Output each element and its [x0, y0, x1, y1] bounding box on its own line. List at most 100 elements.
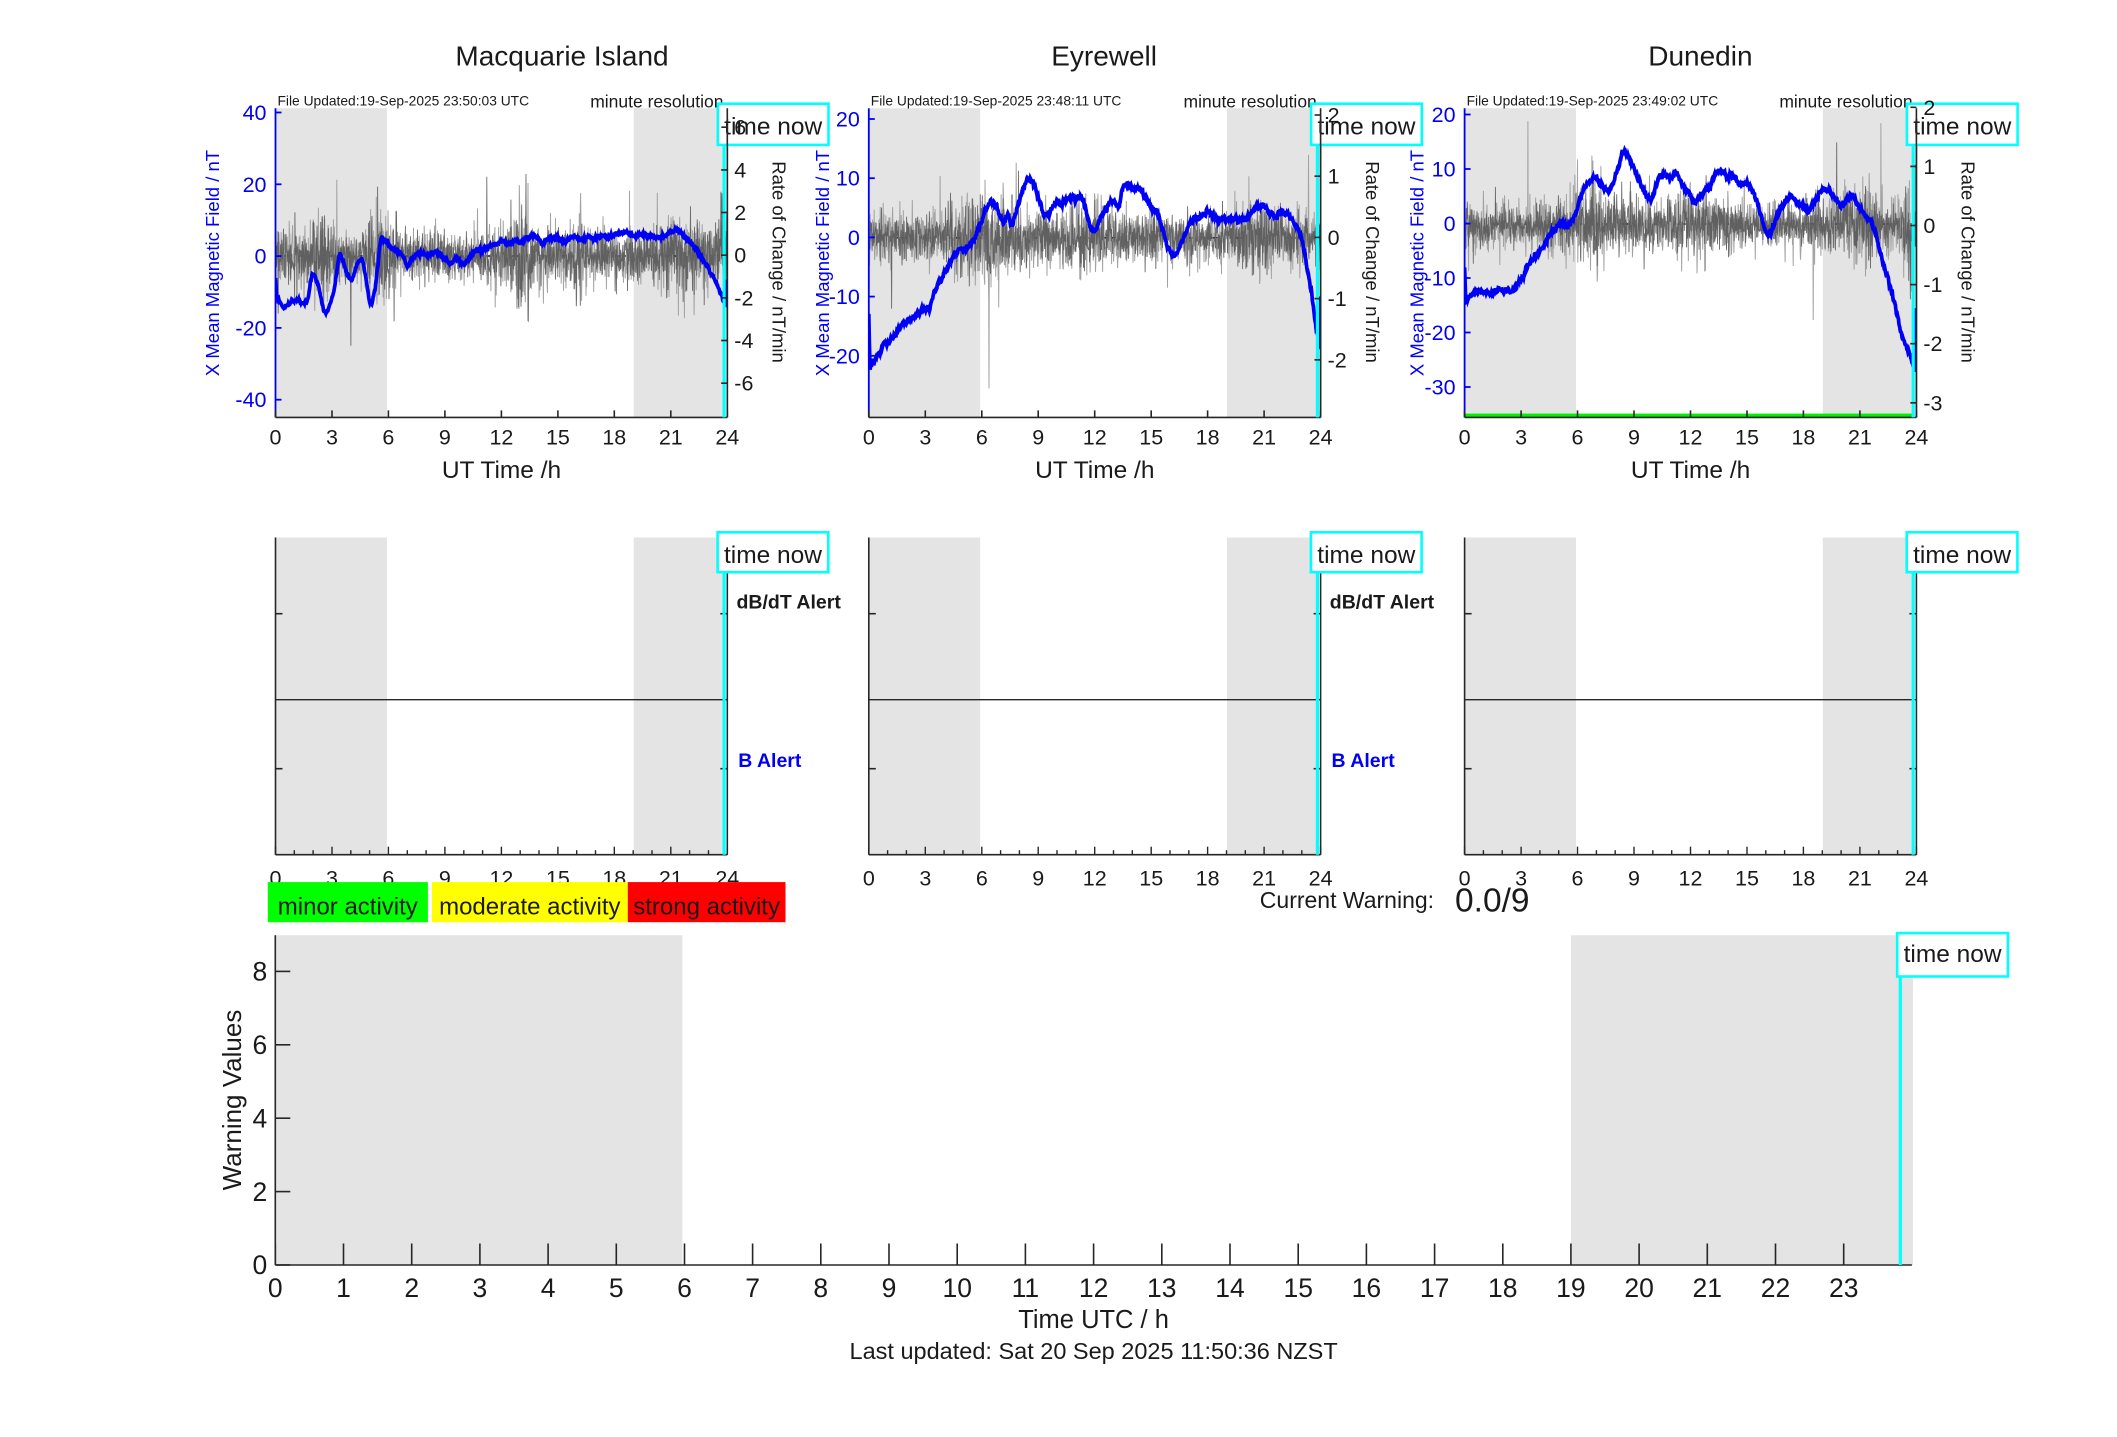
- svg-text:3: 3: [1515, 867, 1527, 891]
- svg-text:6: 6: [1572, 426, 1584, 450]
- svg-text:10: 10: [836, 167, 860, 191]
- svg-text:B Alert: B Alert: [738, 750, 802, 772]
- svg-text:12: 12: [1083, 426, 1107, 450]
- svg-text:0: 0: [734, 244, 746, 268]
- svg-text:minute resolution: minute resolution: [1184, 91, 1317, 111]
- svg-text:10: 10: [1432, 158, 1456, 182]
- svg-text:10: 10: [942, 1273, 971, 1303]
- svg-text:0: 0: [1459, 426, 1471, 450]
- svg-text:0: 0: [253, 1250, 268, 1280]
- svg-text:File Updated:19-Sep-2025 23:48: File Updated:19-Sep-2025 23:48:11 UTC: [871, 94, 1122, 109]
- svg-text:16: 16: [1352, 1273, 1381, 1303]
- svg-text:Last updated: Sat 20 Sep 2025: Last updated: Sat 20 Sep 2025 11:50:36 N…: [850, 1338, 1338, 1364]
- svg-text:9: 9: [439, 867, 451, 891]
- svg-text:9: 9: [439, 426, 451, 450]
- svg-text:-1: -1: [1923, 273, 1942, 297]
- svg-text:-10: -10: [829, 285, 860, 309]
- svg-text:12: 12: [1083, 867, 1107, 891]
- svg-text:time now: time now: [1913, 114, 2011, 141]
- svg-text:9: 9: [882, 1273, 897, 1303]
- svg-text:dB/dT Alert: dB/dT Alert: [1330, 591, 1435, 613]
- svg-text:20: 20: [836, 108, 860, 132]
- svg-text:time now: time now: [1317, 542, 1415, 569]
- svg-text:2: 2: [253, 1177, 268, 1207]
- svg-text:UT Time /h: UT Time /h: [442, 457, 561, 484]
- svg-text:0: 0: [1923, 214, 1935, 238]
- svg-text:15: 15: [1735, 867, 1759, 891]
- svg-text:0: 0: [255, 245, 267, 269]
- svg-text:12: 12: [489, 426, 513, 450]
- svg-text:15: 15: [1283, 1273, 1312, 1303]
- svg-text:22: 22: [1761, 1273, 1790, 1303]
- svg-text:15: 15: [1139, 867, 1163, 891]
- svg-text:0: 0: [1444, 212, 1456, 236]
- svg-text:2: 2: [734, 201, 746, 225]
- svg-text:15: 15: [546, 426, 570, 450]
- svg-text:6: 6: [734, 116, 746, 140]
- svg-text:7: 7: [745, 1273, 760, 1303]
- svg-text:3: 3: [919, 867, 931, 891]
- svg-text:6: 6: [976, 867, 988, 891]
- svg-text:-20: -20: [829, 344, 860, 368]
- svg-text:21: 21: [1252, 426, 1276, 450]
- svg-text:-10: -10: [1425, 267, 1456, 291]
- svg-text:-1: -1: [1328, 287, 1347, 311]
- svg-text:20: 20: [243, 173, 267, 197]
- svg-text:19: 19: [1556, 1273, 1585, 1303]
- svg-text:minute resolution: minute resolution: [1779, 91, 1912, 111]
- svg-text:24: 24: [1309, 426, 1333, 450]
- svg-text:UT Time /h: UT Time /h: [1631, 457, 1750, 484]
- svg-text:4: 4: [541, 1273, 556, 1303]
- svg-text:2: 2: [1923, 96, 1935, 120]
- svg-text:18: 18: [602, 426, 626, 450]
- svg-text:-20: -20: [1425, 321, 1456, 345]
- svg-text:time now: time now: [724, 114, 822, 141]
- svg-text:-3: -3: [1923, 391, 1942, 415]
- svg-text:X Mean Magnetic Field / nT: X Mean Magnetic Field / nT: [202, 150, 223, 376]
- svg-text:6: 6: [253, 1030, 268, 1060]
- svg-text:6: 6: [976, 426, 988, 450]
- svg-text:3: 3: [919, 426, 931, 450]
- svg-text:X Mean Magnetic Field / nT: X Mean Magnetic Field / nT: [812, 150, 833, 376]
- svg-text:24: 24: [715, 426, 739, 450]
- svg-text:1: 1: [1328, 165, 1340, 189]
- svg-text:Macquarie Island: Macquarie Island: [455, 40, 668, 71]
- svg-text:2: 2: [404, 1273, 419, 1303]
- svg-text:-2: -2: [1328, 348, 1347, 372]
- svg-text:-6: -6: [734, 372, 753, 396]
- svg-text:time now: time now: [1317, 114, 1415, 141]
- svg-text:Warning Values: Warning Values: [217, 1010, 247, 1191]
- svg-text:15: 15: [1735, 426, 1759, 450]
- svg-text:Rate of Change / nT/min: Rate of Change / nT/min: [1362, 161, 1383, 363]
- svg-text:9: 9: [1628, 426, 1640, 450]
- svg-text:8: 8: [253, 957, 268, 987]
- svg-text:-2: -2: [1923, 332, 1942, 356]
- svg-text:0.0/9: 0.0/9: [1455, 883, 1530, 920]
- svg-text:20: 20: [1624, 1273, 1653, 1303]
- svg-text:18: 18: [1791, 426, 1815, 450]
- svg-text:11: 11: [1012, 1273, 1040, 1303]
- svg-text:40: 40: [243, 101, 267, 125]
- svg-text:Eyrewell: Eyrewell: [1051, 40, 1157, 71]
- svg-text:0: 0: [848, 226, 860, 250]
- svg-text:14: 14: [1215, 1273, 1244, 1303]
- svg-text:20: 20: [1432, 103, 1456, 127]
- svg-text:3: 3: [1515, 426, 1527, 450]
- svg-text:UT Time /h: UT Time /h: [1035, 457, 1154, 484]
- svg-text:Dunedin: Dunedin: [1648, 40, 1752, 71]
- svg-text:B Alert: B Alert: [1332, 750, 1396, 772]
- svg-text:strong activity: strong activity: [633, 893, 780, 920]
- svg-text:0: 0: [863, 867, 875, 891]
- svg-text:6: 6: [677, 1273, 692, 1303]
- svg-text:minute resolution: minute resolution: [590, 91, 723, 111]
- svg-text:17: 17: [1420, 1273, 1449, 1303]
- svg-text:23: 23: [1829, 1273, 1858, 1303]
- svg-text:5: 5: [609, 1273, 624, 1303]
- svg-text:2: 2: [1328, 104, 1340, 128]
- svg-text:Current Warning:: Current Warning:: [1260, 887, 1434, 913]
- svg-text:18: 18: [1791, 867, 1815, 891]
- svg-text:4: 4: [253, 1103, 268, 1133]
- svg-text:21: 21: [659, 426, 683, 450]
- svg-text:X Mean Magnetic Field / nT: X Mean Magnetic Field / nT: [1407, 150, 1428, 376]
- svg-text:3: 3: [326, 426, 338, 450]
